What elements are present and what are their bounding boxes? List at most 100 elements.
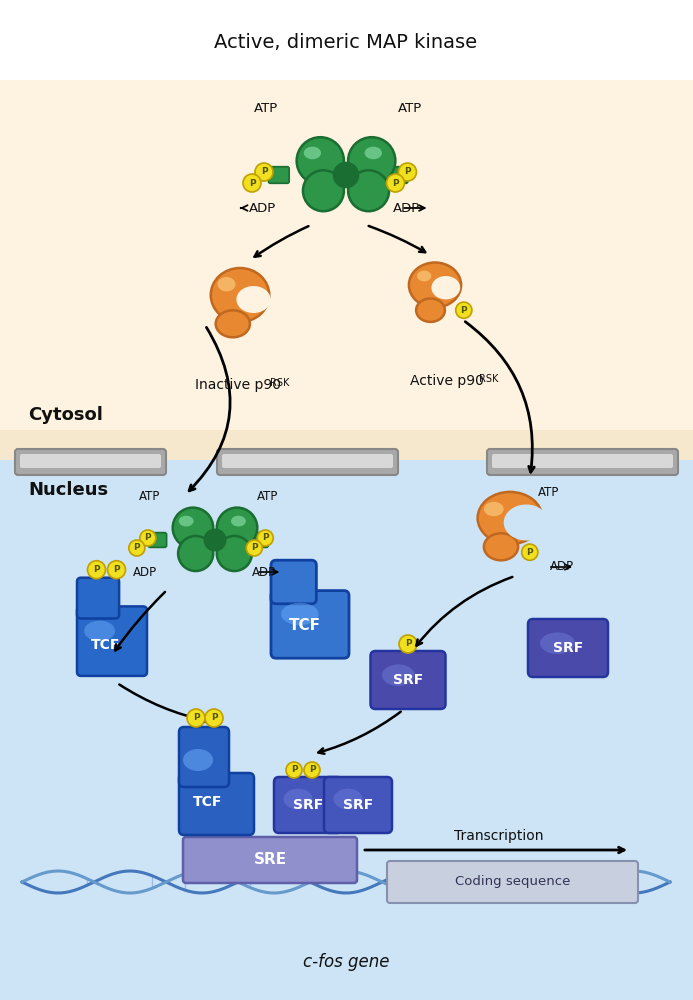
FancyBboxPatch shape <box>77 578 119 618</box>
Ellipse shape <box>432 276 460 299</box>
Ellipse shape <box>183 749 213 771</box>
Ellipse shape <box>179 516 193 526</box>
Circle shape <box>246 540 262 556</box>
FancyBboxPatch shape <box>179 773 254 835</box>
Text: RSK: RSK <box>270 378 290 388</box>
Text: TCF: TCF <box>288 618 321 634</box>
Text: P: P <box>134 544 140 552</box>
Text: SRF: SRF <box>293 798 323 812</box>
Text: P: P <box>262 534 269 542</box>
Text: SRF: SRF <box>393 673 423 687</box>
Ellipse shape <box>218 277 236 291</box>
Ellipse shape <box>211 268 270 322</box>
Circle shape <box>140 530 156 546</box>
Text: SRF: SRF <box>343 798 373 812</box>
Circle shape <box>243 174 261 192</box>
Text: P: P <box>290 766 297 774</box>
Text: P: P <box>308 766 315 774</box>
Text: ATP: ATP <box>139 490 160 504</box>
Ellipse shape <box>484 502 504 516</box>
FancyBboxPatch shape <box>492 454 673 468</box>
Ellipse shape <box>231 516 246 526</box>
Text: Nucleus: Nucleus <box>28 481 108 499</box>
FancyBboxPatch shape <box>222 454 393 468</box>
Text: RSK: RSK <box>479 374 498 384</box>
Text: ATP: ATP <box>254 102 278 114</box>
Text: ATP: ATP <box>257 490 279 504</box>
Bar <box>0 80 693 480</box>
Circle shape <box>255 163 273 181</box>
FancyBboxPatch shape <box>15 449 166 475</box>
FancyBboxPatch shape <box>77 606 147 676</box>
FancyBboxPatch shape <box>148 533 166 547</box>
Ellipse shape <box>484 533 518 560</box>
Text: TCF: TCF <box>91 638 121 652</box>
FancyBboxPatch shape <box>179 727 229 787</box>
Bar <box>208 537 222 543</box>
Text: ADP: ADP <box>393 202 420 215</box>
Bar <box>0 430 693 480</box>
Text: P: P <box>527 548 533 557</box>
Text: ADP: ADP <box>249 202 277 215</box>
Text: Coding sequence: Coding sequence <box>455 876 570 888</box>
FancyBboxPatch shape <box>387 167 408 183</box>
Text: P: P <box>93 565 100 574</box>
Text: P: P <box>392 178 398 188</box>
Circle shape <box>456 302 472 318</box>
Ellipse shape <box>281 603 319 625</box>
FancyBboxPatch shape <box>274 777 342 833</box>
Text: P: P <box>145 534 151 542</box>
FancyBboxPatch shape <box>20 454 161 468</box>
Ellipse shape <box>417 271 432 281</box>
Ellipse shape <box>382 664 414 686</box>
Ellipse shape <box>540 632 575 654</box>
Circle shape <box>107 561 125 579</box>
Ellipse shape <box>283 789 313 809</box>
Ellipse shape <box>409 262 461 308</box>
Ellipse shape <box>416 298 445 322</box>
Text: P: P <box>251 544 258 552</box>
Ellipse shape <box>303 170 344 211</box>
Text: P: P <box>405 640 412 648</box>
FancyBboxPatch shape <box>271 591 349 658</box>
Text: P: P <box>193 714 200 722</box>
Circle shape <box>257 530 273 546</box>
Text: P: P <box>249 178 255 188</box>
FancyBboxPatch shape <box>268 167 289 183</box>
Circle shape <box>129 540 145 556</box>
Ellipse shape <box>333 789 362 809</box>
Ellipse shape <box>204 529 226 551</box>
Text: ADP: ADP <box>252 566 277 578</box>
Circle shape <box>286 762 302 778</box>
Text: Cytosol: Cytosol <box>28 406 103 424</box>
Text: P: P <box>404 167 411 176</box>
Text: P: P <box>211 714 218 722</box>
Text: ATP: ATP <box>398 102 422 114</box>
Ellipse shape <box>216 310 250 337</box>
Ellipse shape <box>173 508 213 548</box>
Bar <box>337 172 354 178</box>
Circle shape <box>522 544 538 560</box>
Ellipse shape <box>304 147 321 159</box>
Text: ATP: ATP <box>538 486 559 498</box>
Bar <box>0 460 693 1000</box>
Ellipse shape <box>217 536 252 571</box>
Circle shape <box>399 635 417 653</box>
FancyBboxPatch shape <box>271 560 317 604</box>
Ellipse shape <box>477 492 543 544</box>
Ellipse shape <box>348 170 389 211</box>
Text: P: P <box>261 167 267 176</box>
Circle shape <box>398 163 416 181</box>
FancyBboxPatch shape <box>217 449 398 475</box>
Ellipse shape <box>84 621 115 641</box>
Ellipse shape <box>504 504 549 540</box>
Ellipse shape <box>217 508 257 548</box>
FancyBboxPatch shape <box>387 861 638 903</box>
Text: c-fos gene: c-fos gene <box>303 953 389 971</box>
Ellipse shape <box>333 162 358 188</box>
Ellipse shape <box>236 286 270 313</box>
Circle shape <box>87 561 105 579</box>
Ellipse shape <box>297 137 344 184</box>
FancyBboxPatch shape <box>324 777 392 833</box>
Text: Transcription: Transcription <box>454 829 543 843</box>
